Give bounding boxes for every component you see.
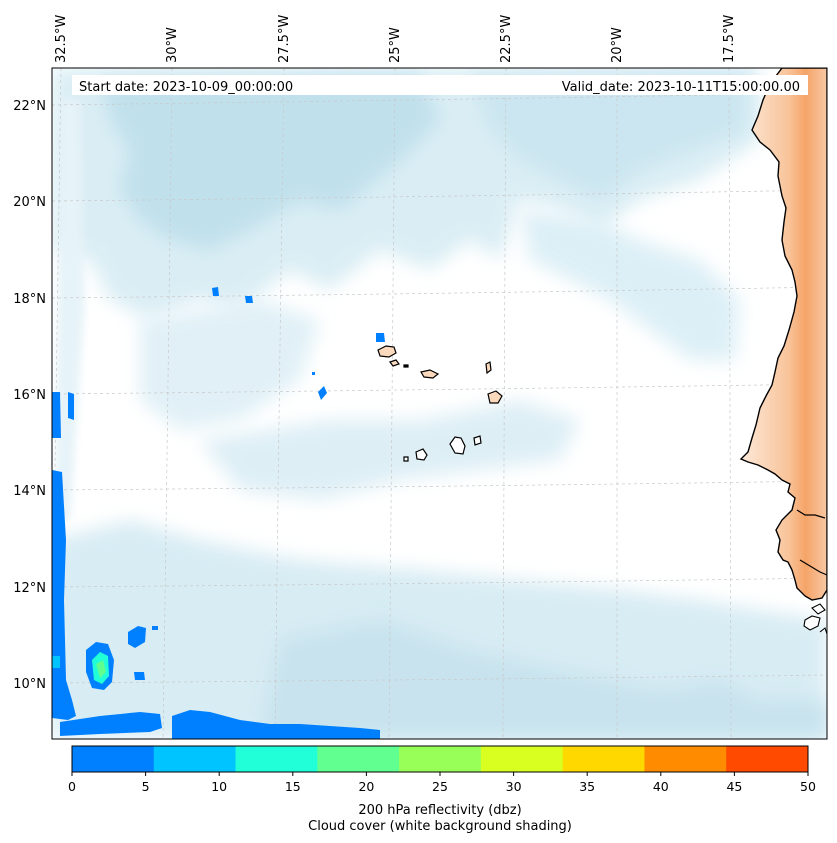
colorbar-swatch [72, 746, 155, 772]
colorbar-tick-label: 15 [285, 779, 301, 794]
lat-label: 10°N [13, 677, 46, 692]
lat-label: 22°N [13, 99, 46, 114]
colorbar-label-line1: 200 hPa reflectivity (dbz) [358, 803, 521, 818]
longitude-labels: 32.5°W 30°W 27.5°W 25°W 22.5°W 20°W 17.5… [54, 15, 737, 63]
colorbar-tick-label: 40 [653, 779, 669, 794]
colorbar-tick-label: 20 [358, 779, 374, 794]
colorbar-swatch [644, 746, 727, 772]
header-bar [72, 75, 808, 95]
africa-landmass [739, 68, 827, 635]
lat-label: 16°N [13, 388, 46, 403]
colorbar: 0 5 10 15 20 25 30 35 40 45 50 200 hPa reflectivit… [68, 745, 816, 834]
lon-label: 22.5°W [499, 15, 514, 63]
lon-label: 20°W [610, 27, 625, 63]
colorbar-swatch [480, 746, 564, 772]
colorbar-swatch [153, 746, 237, 772]
colorbar-swatches [72, 746, 809, 772]
valid-date-label: Valid_date: 2023-10-11T15:00:00.00 [562, 80, 800, 95]
lat-label: 12°N [13, 581, 46, 596]
reflectivity-contours [52, 287, 385, 739]
colorbar-tick-label: 30 [506, 779, 522, 794]
colorbar-tick-label: 5 [142, 779, 150, 794]
colorbar-label-line2: Cloud cover (white background shading) [308, 819, 572, 834]
lat-label: 18°N [13, 292, 46, 307]
colorbar-swatch [726, 746, 809, 772]
lat-label: 14°N [13, 484, 46, 499]
colorbar-swatch [562, 746, 645, 772]
colorbar-swatch [399, 746, 482, 772]
colorbar-swatch [317, 746, 400, 772]
colorbar-tick-label: 45 [726, 779, 742, 794]
colorbar-swatch [235, 746, 318, 772]
colorbar-tick-label: 25 [432, 779, 448, 794]
colorbar-tick-label: 50 [800, 779, 816, 794]
colorbar-tick-label: 10 [211, 779, 227, 794]
lon-label: 30°W [165, 27, 180, 63]
lon-label: 27.5°W [277, 15, 292, 63]
lon-label: 17.5°W [722, 15, 737, 63]
colorbar-ticks: 0 5 10 15 20 25 30 35 40 45 50 [68, 772, 816, 794]
latitude-labels: 22°N 20°N 18°N 16°N 14°N 12°N 10°N [13, 99, 46, 692]
colorbar-tick-label: 0 [68, 779, 76, 794]
cloud-cover-shading [52, 68, 827, 739]
start-date-label: Start date: 2023-10-09_00:00:00 [79, 80, 293, 95]
gridlines [52, 68, 827, 739]
map-frame [51, 67, 828, 740]
lon-label: 32.5°W [54, 15, 69, 63]
colorbar-tick-label: 35 [579, 779, 595, 794]
lon-label: 25°W [388, 27, 403, 63]
cape-verde-islands [377, 345, 503, 462]
lat-label: 20°N [13, 195, 46, 210]
